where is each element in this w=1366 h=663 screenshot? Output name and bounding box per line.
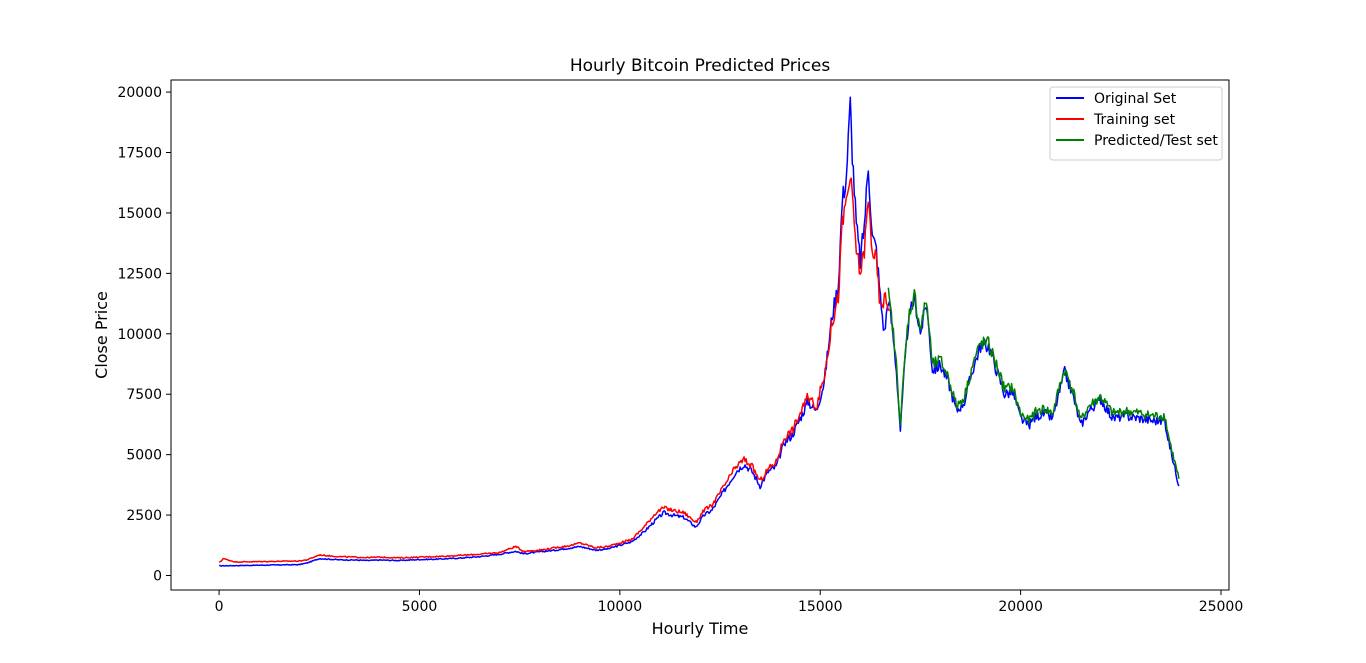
series-line-training-set	[218, 177, 891, 564]
x-tick-label: 25000	[1199, 599, 1244, 615]
y-tick-label: 5000	[126, 448, 162, 464]
y-tick-label: 0	[153, 568, 162, 584]
x-tick-label: 15000	[798, 599, 843, 615]
legend: Original Set Training set Predicted/Test s…	[1049, 86, 1223, 161]
y-tick-label: 17500	[117, 146, 162, 162]
y-tick-label: 20000	[117, 85, 162, 101]
chart-title: Hourly Bitcoin Predicted Prices	[570, 56, 831, 76]
legend-label: Original Set	[1094, 91, 1177, 107]
legend-label: Predicted/Test set	[1094, 133, 1218, 149]
y-axis-label: Close Price	[92, 291, 111, 379]
y-tick-label: 7500	[126, 387, 162, 403]
plot-frame	[170, 79, 1230, 591]
x-tick-label: 10000	[598, 599, 643, 615]
x-tick-label: 5000	[402, 599, 438, 615]
y-tick-label: 10000	[117, 327, 162, 343]
y-axis: 0 2500 5000 7500 10000 12500 15000 17500 20000	[117, 85, 171, 584]
x-tick-label: 20000	[998, 599, 1043, 615]
series-group	[218, 96, 1180, 567]
y-tick-label: 15000	[117, 206, 162, 222]
x-axis-label: Hourly Time	[652, 619, 749, 638]
legend-label: Training set	[1093, 112, 1176, 128]
x-tick-label: 0	[215, 599, 224, 615]
y-tick-label: 2500	[126, 508, 162, 524]
legend-box	[1049, 86, 1223, 161]
x-axis: 0 5000 10000 15000 20000 25000	[215, 590, 1244, 615]
series-line-predicted-test-set	[887, 287, 1180, 479]
series-line-original-set	[219, 96, 1180, 567]
y-tick-label: 12500	[117, 266, 162, 282]
